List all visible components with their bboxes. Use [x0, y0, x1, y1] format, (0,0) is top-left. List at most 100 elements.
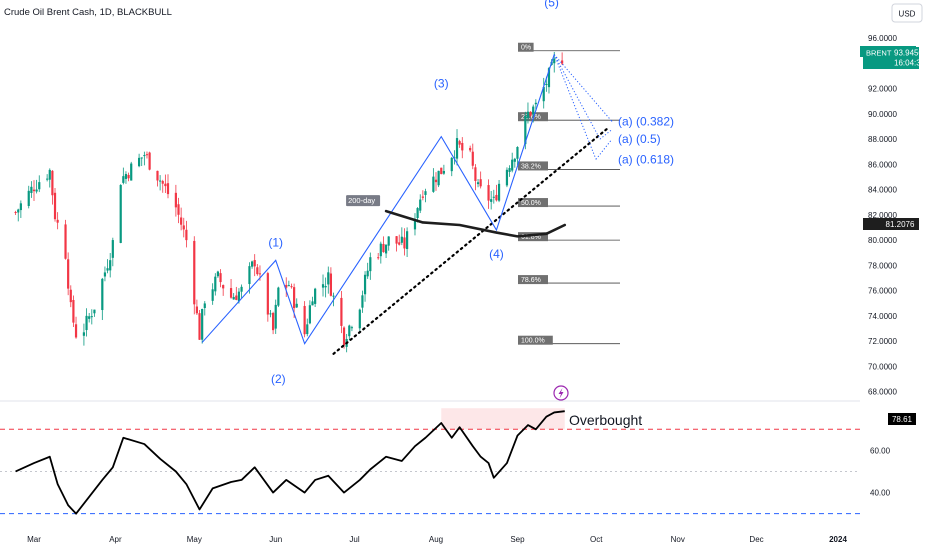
candle-body — [216, 271, 220, 277]
candle — [198, 309, 201, 341]
candle — [516, 146, 519, 165]
candle — [201, 308, 204, 344]
candle — [497, 180, 501, 203]
candle — [342, 326, 346, 349]
candle-body — [306, 324, 309, 335]
candle-body — [497, 183, 501, 201]
fibonacci-retracement[interactable]: 0% 23.6% 38.2% 50.0% 61.8% 78.6% 100.0% — [518, 42, 620, 345]
candle-body — [461, 142, 464, 151]
fib-level-label: 50.0% — [521, 200, 541, 207]
candle — [424, 188, 427, 203]
candle-body — [350, 327, 354, 329]
candle-body — [424, 191, 427, 195]
candle-body — [495, 194, 498, 201]
candle-body — [195, 306, 199, 314]
candle — [505, 167, 509, 188]
candle — [69, 285, 72, 308]
candle — [74, 316, 78, 339]
candle-body — [340, 297, 343, 326]
candle — [130, 161, 133, 181]
candle-body — [487, 185, 490, 201]
candle — [240, 284, 243, 299]
price-candles — [14, 51, 564, 353]
candle — [387, 236, 390, 251]
candle-body — [547, 68, 551, 88]
candle-body — [214, 276, 217, 292]
candle-body — [314, 288, 317, 304]
candle-body — [46, 178, 49, 180]
currency-button[interactable]: USD — [891, 3, 923, 23]
event-marker[interactable] — [553, 385, 569, 401]
candle — [182, 217, 185, 238]
candle — [56, 212, 59, 230]
candle — [363, 271, 367, 302]
candle — [166, 174, 170, 199]
x-tick-label: Sep — [510, 535, 525, 544]
target-label: (a) (0.5) — [618, 132, 661, 146]
candle — [384, 244, 388, 258]
candle — [526, 102, 530, 124]
candle-body — [542, 87, 545, 102]
x-tick-label: Dec — [749, 535, 763, 544]
candle — [253, 254, 256, 277]
candle-body — [366, 270, 369, 277]
candle-body — [103, 272, 107, 277]
x-tick-label: Mar — [27, 535, 41, 544]
candle — [434, 172, 438, 191]
candle-body — [266, 273, 269, 315]
candle — [143, 151, 146, 166]
candle-body — [290, 286, 293, 288]
candle-body — [127, 174, 130, 179]
candle — [450, 156, 453, 177]
candle-body — [434, 179, 438, 183]
candle-body — [293, 287, 296, 309]
candle-body — [421, 196, 424, 198]
candle — [17, 208, 20, 222]
projection-down-line — [553, 54, 601, 140]
candle-body — [145, 154, 149, 156]
candle — [103, 266, 107, 282]
chart-title: Crude Oil Brent Cash, 1D, BLACKBULL — [4, 7, 172, 18]
candle-body — [253, 260, 256, 267]
candle-body — [295, 303, 298, 308]
candle-body — [193, 240, 196, 305]
candle-body — [161, 181, 164, 184]
candle — [561, 52, 564, 66]
candle-body — [377, 257, 380, 259]
candle-body — [93, 309, 96, 314]
candle — [214, 273, 217, 296]
candle — [421, 190, 424, 201]
fib-level-label: 23.6% — [521, 114, 541, 121]
candle-body — [327, 272, 330, 285]
candle-body — [471, 151, 474, 166]
candle — [329, 267, 333, 297]
candle — [476, 179, 480, 188]
candle — [35, 179, 38, 194]
candle-body — [248, 266, 251, 285]
candle-body — [180, 217, 183, 225]
candle — [442, 164, 445, 175]
candle-body — [400, 236, 403, 243]
last-price-badge: BRENT BRENT 93.9450 16:04:32 — [860, 46, 926, 69]
y-tick-label: 72.0000 — [868, 337, 897, 346]
y-tick-label: 76.0000 — [868, 287, 897, 296]
candle-body — [88, 316, 91, 319]
candle-body — [229, 288, 233, 298]
candle-body — [177, 204, 180, 215]
candle — [271, 311, 275, 335]
candle — [222, 284, 225, 296]
candle — [177, 197, 180, 224]
candle-body — [130, 163, 133, 181]
fib-level-box — [518, 275, 548, 285]
candle-body — [384, 244, 388, 254]
fib-level-label: 38.2% — [521, 163, 541, 170]
candle-body — [27, 190, 30, 206]
candle-body — [53, 192, 57, 220]
candle — [395, 235, 398, 252]
candle-body — [30, 186, 33, 194]
candle — [377, 252, 380, 260]
candle — [174, 184, 177, 217]
candle-body — [19, 203, 22, 211]
candle — [419, 194, 422, 214]
